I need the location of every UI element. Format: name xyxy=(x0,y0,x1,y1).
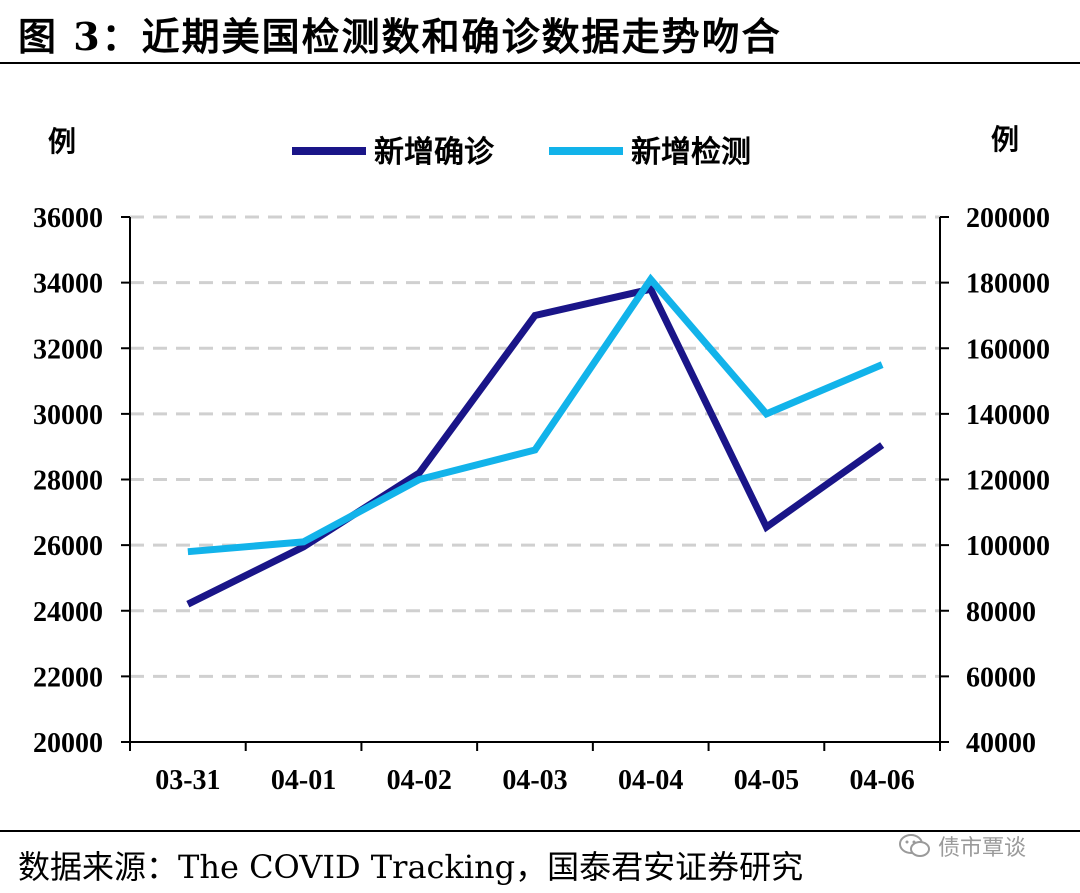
x-tick-label: 03-31 xyxy=(155,765,220,796)
right-axis-label: 例 xyxy=(991,124,1019,156)
series-line-1 xyxy=(186,285,885,608)
x-axis-ticks: 03-31 04-01 04-02 04-03 04-04 04-05 04-06 xyxy=(129,742,941,796)
left-tick-label: 30000 xyxy=(33,400,103,431)
right-tick-label: 60000 xyxy=(966,662,1036,693)
right-tick-label: 100000 xyxy=(966,531,1050,562)
left-axis-ticks: 20000 22000 24000 26000 28000 30000 32000 34000… xyxy=(33,203,130,759)
x-tick-label: 04-04 xyxy=(618,765,683,796)
wechat-icon xyxy=(899,834,930,857)
right-tick-label: 200000 xyxy=(966,203,1050,234)
right-tick-label: 160000 xyxy=(966,334,1050,365)
gridlines xyxy=(130,215,940,678)
x-tick-label: 04-03 xyxy=(502,765,567,796)
chart: 20000 22000 24000 26000 28000 30000 32000 34000… xyxy=(33,124,1050,796)
x-tick-label: 04-02 xyxy=(387,765,452,796)
legend-label-1: 新增确诊 xyxy=(374,135,495,169)
left-tick-label: 32000 xyxy=(33,334,103,365)
x-tick-label: 04-05 xyxy=(734,765,799,796)
left-tick-label: 26000 xyxy=(33,531,103,562)
right-tick-label: 140000 xyxy=(966,400,1050,431)
x-tick-label: 04-01 xyxy=(271,765,336,796)
x-tick-label: 04-06 xyxy=(849,765,914,796)
right-tick-label: 120000 xyxy=(966,466,1050,497)
series-lines xyxy=(186,273,885,608)
right-tick-label: 180000 xyxy=(966,269,1050,300)
left-tick-label: 36000 xyxy=(33,203,103,234)
left-tick-label: 28000 xyxy=(33,466,103,497)
left-axis-label: 例 xyxy=(48,126,76,158)
watermark: 债市覃谈 xyxy=(898,830,1026,862)
left-tick-label: 22000 xyxy=(33,662,103,693)
watermark-text: 债市覃谈 xyxy=(938,836,1027,861)
right-axis-ticks: 40000 60000 80000 100000 120000 140000 160000 1… xyxy=(940,203,1050,759)
right-tick-label: 80000 xyxy=(966,597,1036,628)
left-tick-label: 20000 xyxy=(33,728,103,759)
figure-title: 图 3：近期美国检测数和确诊数据走势吻合 xyxy=(18,14,782,59)
series-line-2 xyxy=(187,273,884,556)
left-tick-label: 34000 xyxy=(33,269,103,300)
bottom-rule xyxy=(0,830,1080,832)
left-tick-label: 24000 xyxy=(33,597,103,628)
legend-label-2: 新增检测 xyxy=(631,135,751,169)
legend: 新增确诊 新增检测 xyxy=(292,135,751,169)
right-tick-label: 40000 xyxy=(966,728,1036,759)
source-note: 数据来源：The COVID Tracking，国泰君安证券研究 xyxy=(18,848,804,886)
top-rule xyxy=(0,62,1080,64)
